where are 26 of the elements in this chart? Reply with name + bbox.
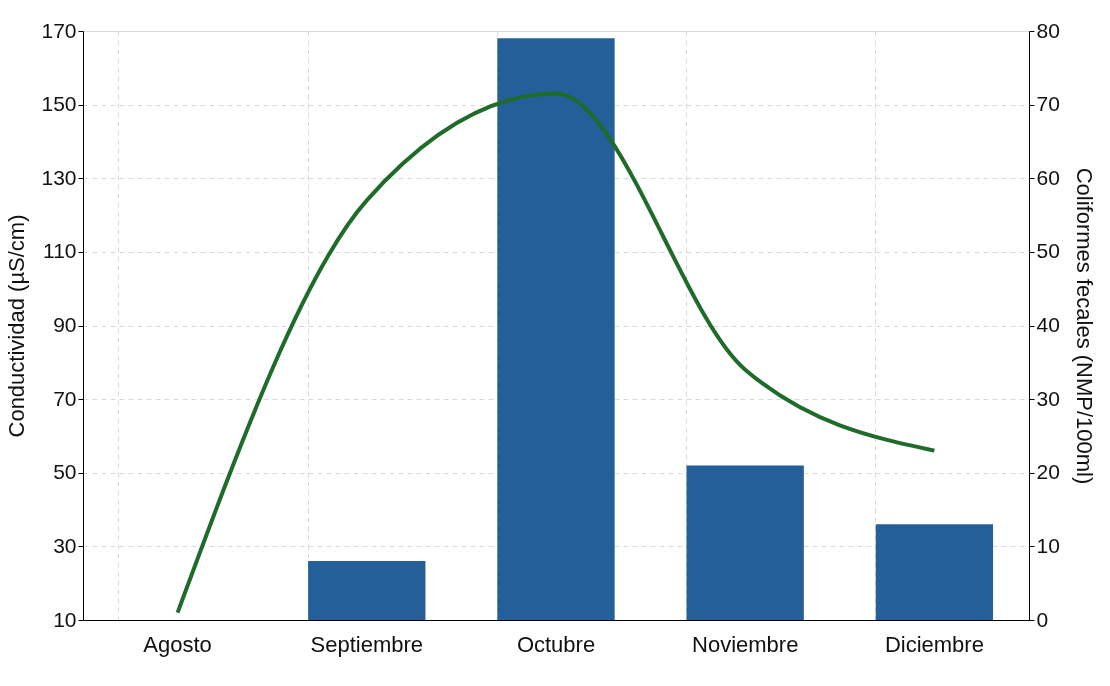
y2-tick-label: 30 bbox=[1036, 386, 1060, 410]
y-tick-label: 170 bbox=[41, 18, 77, 42]
y2-tick-label: 80 bbox=[1036, 18, 1060, 42]
x-tick-label: Agosto bbox=[143, 631, 212, 657]
y-tick-label: 150 bbox=[41, 92, 77, 116]
y2-tick-label: 70 bbox=[1036, 92, 1060, 116]
y2-tick-label: 40 bbox=[1036, 313, 1060, 336]
y-axis-title: Conductividad (µS/cm) bbox=[4, 214, 30, 438]
y-tick-label: 90 bbox=[53, 313, 77, 336]
y-tick-label: 130 bbox=[41, 165, 77, 189]
line-series bbox=[175, 91, 937, 615]
y-tick-label: 70 bbox=[53, 386, 77, 410]
y2-tick-label: 50 bbox=[1036, 239, 1060, 263]
x-tick-label: Octubre bbox=[516, 631, 596, 657]
x-tick-label: Noviembre bbox=[692, 631, 799, 657]
y-tick-label: 10 bbox=[53, 607, 77, 631]
y-tick-label: 110 bbox=[43, 239, 77, 263]
y-tick-label: 50 bbox=[53, 460, 77, 484]
x-tick-label: Diciembre bbox=[884, 631, 984, 657]
x-tick-label: Septiembre bbox=[310, 631, 424, 657]
y2-tick-label: 60 bbox=[1036, 165, 1060, 189]
y-tick-label: 30 bbox=[53, 533, 77, 557]
y2-axis-title: Coliformes fecales (NMP/100ml) bbox=[1071, 167, 1097, 485]
y2-tick-label: 10 bbox=[1036, 533, 1060, 557]
y2-tick-label: 0 bbox=[1036, 607, 1049, 631]
y2-tick-label: 20 bbox=[1036, 460, 1060, 484]
